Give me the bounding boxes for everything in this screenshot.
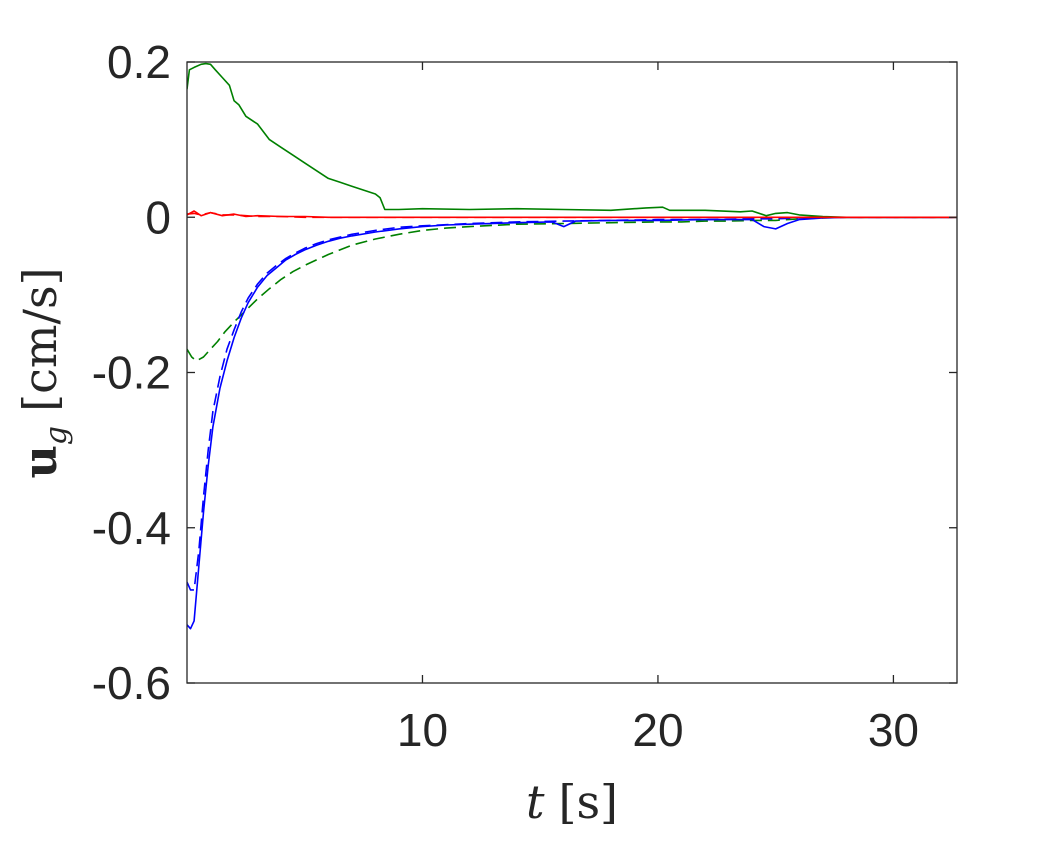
y-axis-label-group: ug [cm/s]	[13, 267, 74, 478]
series-line-3	[187, 216, 957, 630]
y-tick-label-1: 0	[145, 191, 171, 243]
y-tick-label-2: -0.2	[92, 347, 171, 399]
series-layer	[187, 62, 957, 630]
x-tick-label-10: 10	[397, 704, 448, 756]
y-axis-label-unit: [cm/s]	[13, 267, 67, 411]
y-tick-label-0: 0.2	[107, 36, 171, 88]
series-line-6	[187, 211, 957, 219]
series-line-4	[187, 216, 957, 591]
x-axis-label-var: t	[526, 775, 545, 829]
axes-layer	[186, 61, 958, 684]
y-axis-label: ug [cm/s]	[13, 267, 74, 478]
x-tick-label-30: 30	[868, 704, 919, 756]
x-axis-label: t [s]	[526, 775, 618, 829]
y-axis-label-sub: g	[39, 426, 74, 445]
y-tick-label-3: -0.4	[92, 502, 171, 554]
tick-label-layer: 10 20 30 0.2 0 -0.2 -0.4 -0.6	[92, 36, 919, 756]
y-tick-label-4: -0.6	[92, 657, 171, 709]
x-axis-label-unit: [s]	[559, 775, 619, 829]
y-axis-label-var: u	[13, 445, 67, 478]
x-tick-label-20: 20	[632, 704, 683, 756]
series-line-1	[187, 62, 957, 219]
series-line-2	[187, 216, 957, 362]
